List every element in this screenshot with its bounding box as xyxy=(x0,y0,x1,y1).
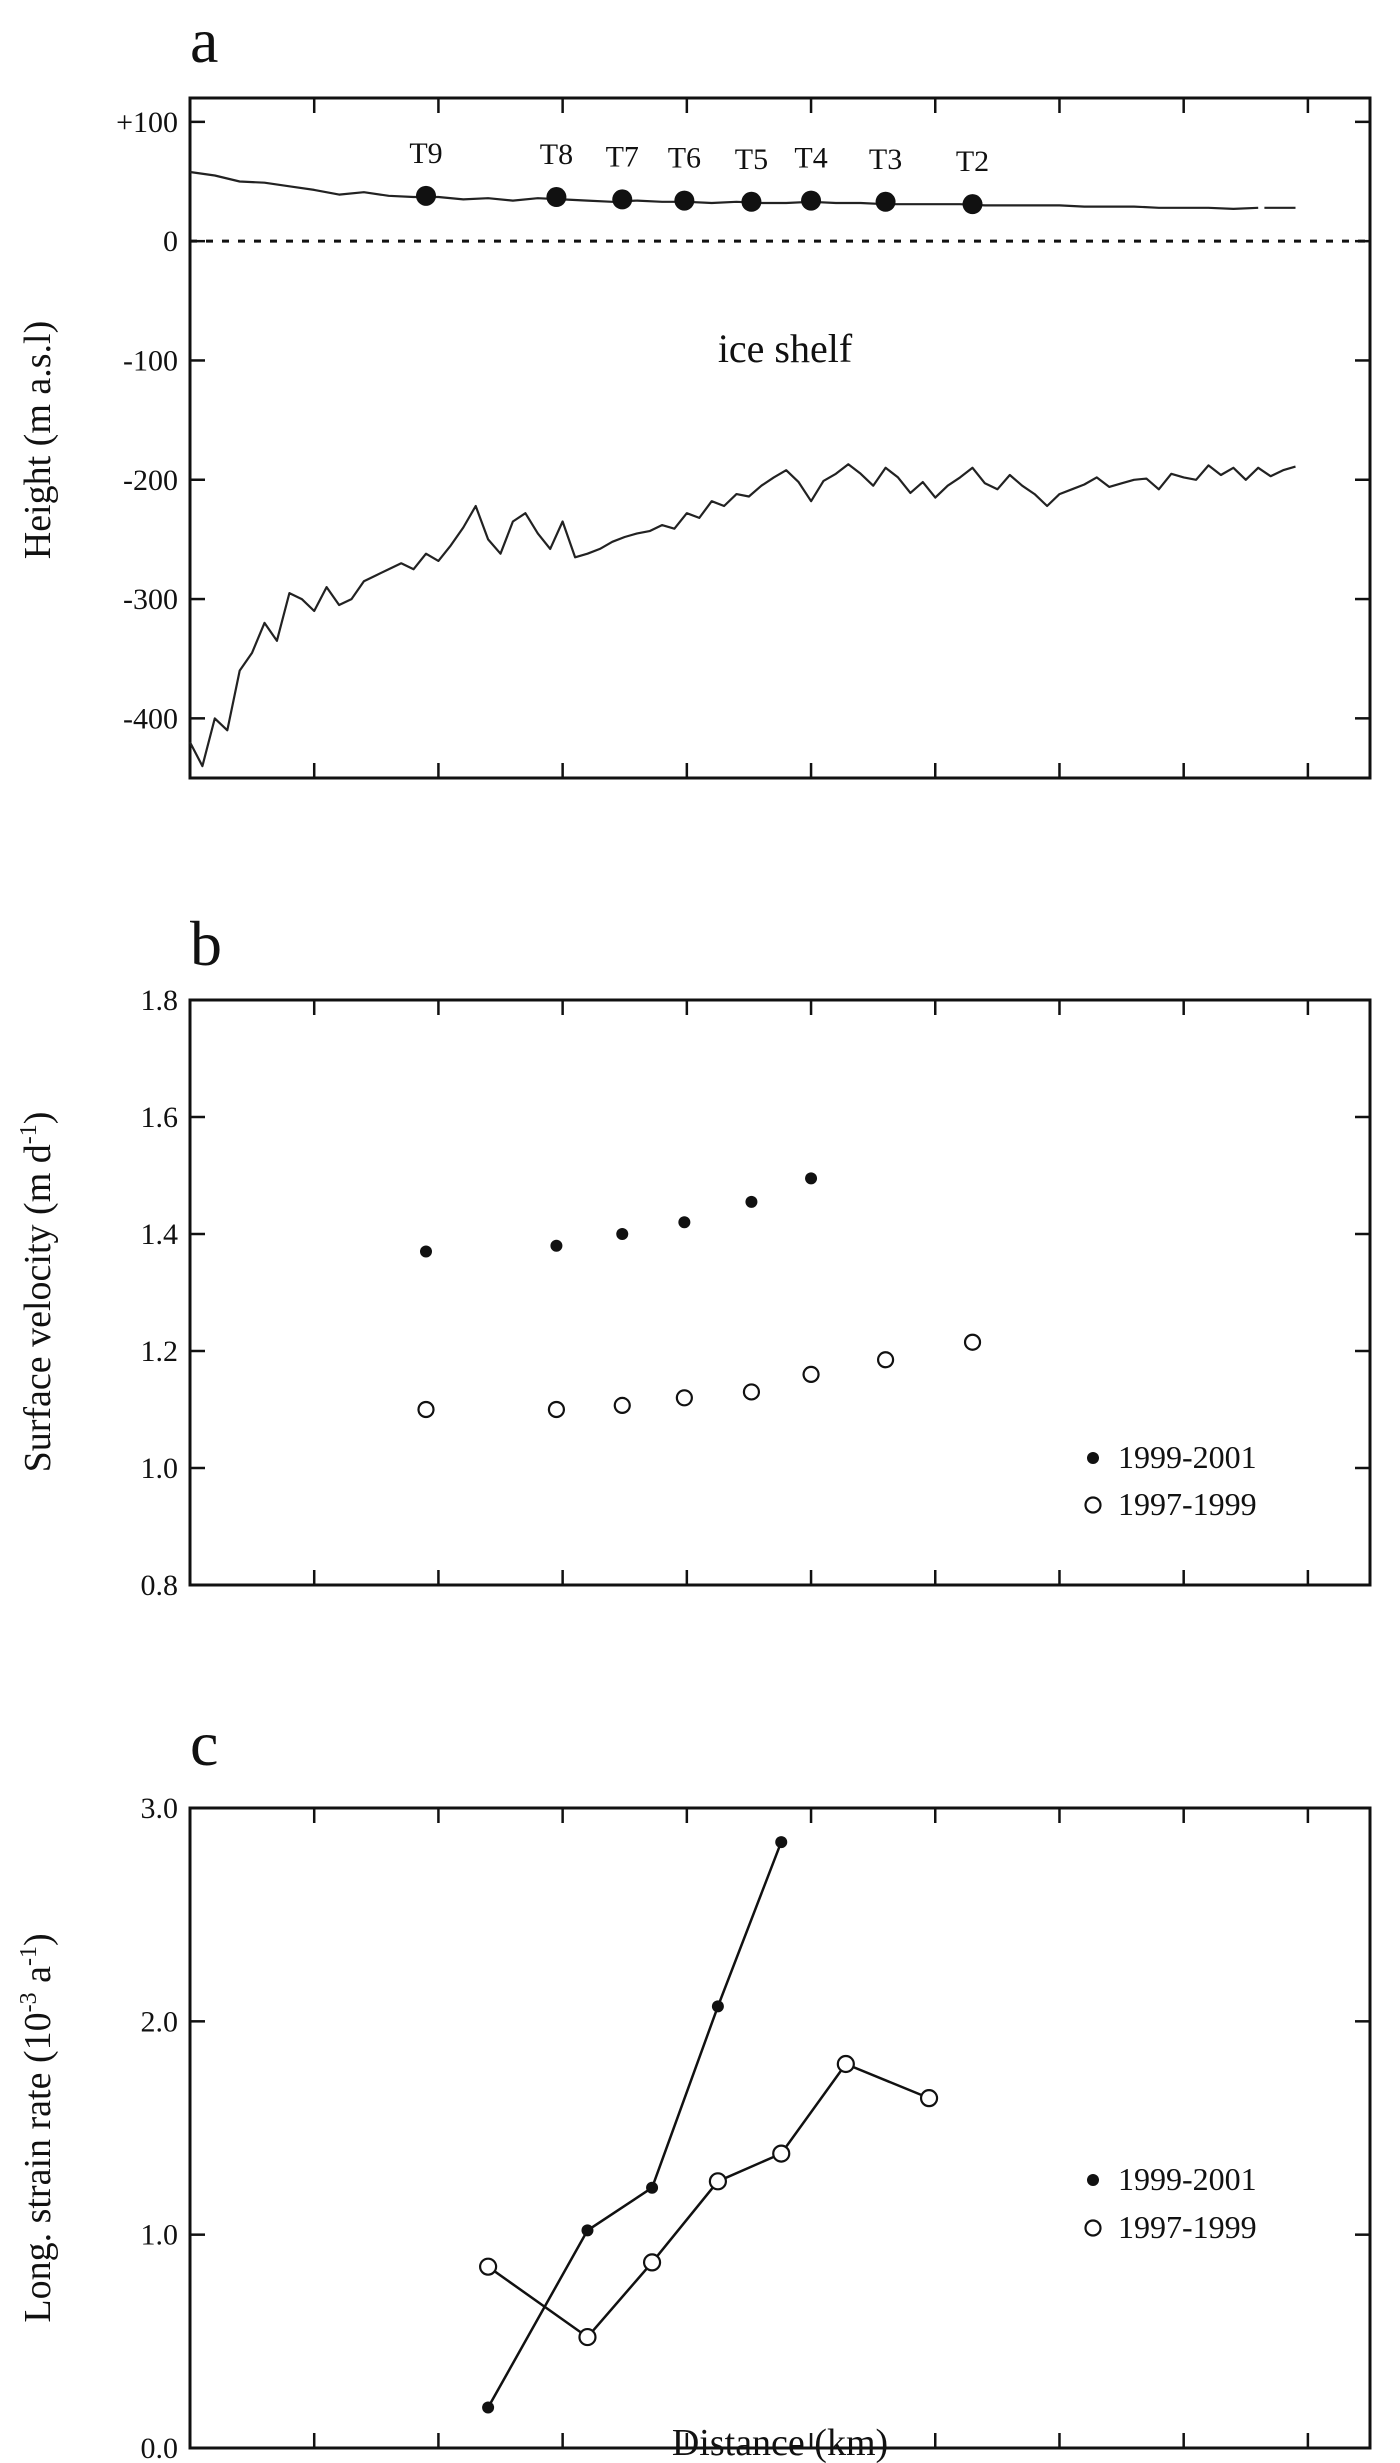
velocity-point-open xyxy=(876,1351,895,1369)
panel-a-frame xyxy=(188,96,1372,780)
velocity-point-filled xyxy=(805,1172,818,1185)
legend-label: 1999-2001 xyxy=(1118,2161,1257,2197)
velocity-point-open xyxy=(802,1365,820,1384)
strain-point-filled xyxy=(775,1836,788,1849)
panel-c-y-tick-label: 0.0 xyxy=(141,2432,179,2463)
panel-a-y-tick-label: 0 xyxy=(163,225,178,258)
velocity-point-open xyxy=(963,1333,982,1351)
panel-a-ylabel: Height (m a.s.l) xyxy=(17,321,59,560)
station-label: T3 xyxy=(869,143,902,176)
strain-point-open xyxy=(919,2089,939,2108)
panel-c-ylabel-sup2: -1 xyxy=(16,1946,42,1966)
velocity-point-open xyxy=(742,1383,761,1401)
panel-b-ylabel-main: Surface velocity (m d xyxy=(17,1144,59,1472)
station-label: T7 xyxy=(606,140,639,173)
station-label: T9 xyxy=(409,137,442,170)
station-marker xyxy=(674,190,695,211)
legend-label: 1997-1999 xyxy=(1118,2209,1257,2245)
panel-c-y-tick-label: 1.0 xyxy=(141,2219,179,2252)
strain-point-open xyxy=(479,2257,498,2276)
strain-point-filled xyxy=(711,2000,724,2013)
panel-b-y-tick-label: 1.8 xyxy=(141,984,179,1017)
panel-b-letter: b xyxy=(190,908,222,979)
station-label: T5 xyxy=(735,143,768,176)
panel-c-ylabel-sup: -3 xyxy=(16,1992,42,2012)
panel-b-y-tick-label: 1.6 xyxy=(141,1101,179,1134)
station-label: T2 xyxy=(956,145,989,178)
panel-c-y-tick-label: 3.0 xyxy=(141,1792,179,1825)
station-label: T8 xyxy=(540,138,573,171)
panel-c-ylabel-mid: a xyxy=(17,1966,59,1993)
legend-label: 1997-1999 xyxy=(1118,1486,1257,1522)
velocity-point-filled xyxy=(678,1216,691,1229)
panel-c-letter: c xyxy=(190,1708,218,1779)
station-label: T4 xyxy=(794,142,827,175)
velocity-point-open xyxy=(613,1396,631,1415)
panel-a-y-tick-label: -100 xyxy=(123,344,178,377)
strain-point-open xyxy=(772,2144,791,2163)
legend-marker-filled xyxy=(1087,1452,1099,1464)
panel-b-frame xyxy=(188,998,1372,1587)
panel-a-y-tick-label: -200 xyxy=(123,464,178,497)
panel-c-ylabel: Long. strain rate (10-3 a-1) xyxy=(16,1933,59,2322)
velocity-point-open xyxy=(417,1400,435,1419)
station-marker xyxy=(416,185,436,206)
panel-b-y-tick-label: 0.8 xyxy=(141,1569,179,1602)
panel-b-y-tick-label: 1.0 xyxy=(141,1452,179,1485)
strain-point-open xyxy=(708,2172,727,2191)
panel-c-ylabel-end: ) xyxy=(17,1933,59,1946)
panel-b-chart: 0.8 1.0 1.2 1.4 1.6 1.8 1999-2001 1997-1999 xyxy=(141,984,1372,1602)
panel-c-ylabel-main: Long. strain rate (10 xyxy=(17,2012,59,2322)
strain-point-filled xyxy=(581,2224,594,2237)
ice-shelf-label: ice shelf xyxy=(718,326,853,371)
panel-c-y-tick-label: 2.0 xyxy=(141,2005,179,2038)
velocity-point-open xyxy=(547,1400,566,1419)
legend-label: 1999-2001 xyxy=(1118,1439,1257,1475)
panel-a-letter: a xyxy=(190,5,218,76)
velocity-point-filled xyxy=(745,1195,758,1208)
station-marker xyxy=(612,189,633,210)
station-label: T6 xyxy=(668,142,701,175)
station-marker xyxy=(962,194,983,215)
panel-a-y-tick-label: -300 xyxy=(123,583,178,616)
velocity-point-filled xyxy=(420,1245,432,1258)
legend-marker-open xyxy=(1084,1496,1102,1514)
panel-b-y-tick-label: 1.4 xyxy=(141,1218,179,1251)
strain-point-open xyxy=(642,2253,662,2272)
panel-b-y-tick-label: 1.2 xyxy=(141,1335,179,1368)
series-base-line xyxy=(189,463,1296,768)
velocity-point-filled xyxy=(616,1228,629,1240)
station-marker xyxy=(741,191,762,212)
legend-marker-open xyxy=(1084,2219,1102,2237)
strain-point-filled xyxy=(482,2401,495,2414)
series-surface-line xyxy=(189,170,1259,210)
panel-c-frame xyxy=(188,1806,1372,2450)
legend-marker-filled xyxy=(1087,2174,1099,2186)
velocity-point-filled xyxy=(550,1239,563,1252)
velocity-point-open xyxy=(675,1389,693,1407)
strain-point-open xyxy=(578,2327,597,2347)
panel-a-y-tick-label: -400 xyxy=(123,702,178,735)
strain-line-filled xyxy=(487,1841,783,2409)
x-axis-title: Distance (km) xyxy=(672,2422,888,2463)
station-marker xyxy=(801,190,822,211)
station-marker xyxy=(875,191,896,212)
station-marker xyxy=(546,187,567,208)
panel-c-chart: 0.01.02.03.001020304050607080901999-2001… xyxy=(141,1792,1372,2463)
panel-b-ylabel-sup: -1 xyxy=(16,1124,42,1144)
strain-point-filled xyxy=(646,2181,659,2194)
panel-a-y-tick-label: +100 xyxy=(116,106,178,139)
strain-line-open xyxy=(487,2062,930,2339)
panel-a-chart: -400 -300 -200 -100 0 +100 T9 T8 T7 T6 T5 T4 T3 T2 xyxy=(116,96,1372,780)
panel-b-ylabel-end: ) xyxy=(17,1112,59,1125)
strain-point-open xyxy=(836,2054,855,2074)
panel-b-ylabel: Surface velocity (m d-1) xyxy=(16,1112,59,1473)
